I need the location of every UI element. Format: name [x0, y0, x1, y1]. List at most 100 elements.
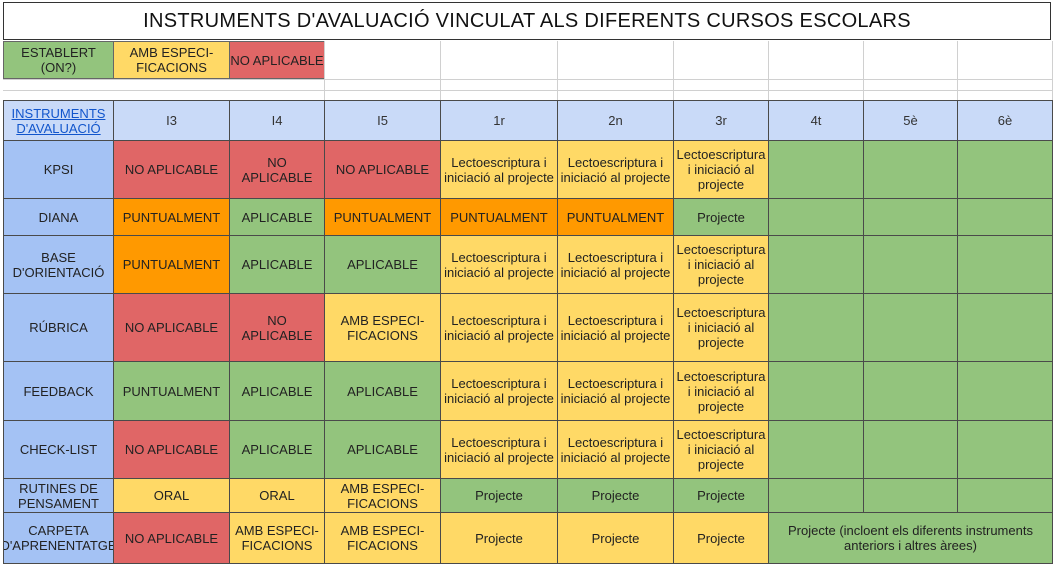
table-cell[interactable]: NO APLICABLE — [113, 140, 230, 199]
gridline — [440, 41, 441, 100]
table-cell[interactable]: PUNTUALMENT — [324, 198, 441, 236]
table-cell[interactable]: PUNTUALMENT — [113, 235, 230, 294]
table-cell[interactable]: Lectoescriptura i iniciació al projecte — [440, 420, 558, 479]
table-cell[interactable]: Projecte — [673, 478, 769, 513]
table-cell[interactable]: NO APLICABLE — [229, 140, 325, 199]
table-cell[interactable]: APLICABLE — [229, 235, 325, 294]
table-cell[interactable] — [768, 478, 864, 513]
table-cell[interactable] — [768, 420, 864, 479]
corner-header[interactable]: INSTRUMENTS D'AVALUACIÓ — [3, 100, 114, 141]
table-cell[interactable]: APLICABLE — [324, 420, 441, 479]
table-cell[interactable]: Projecte (incloent els diferents instrum… — [768, 512, 1053, 564]
table-cell[interactable]: NO APLICABLE — [113, 512, 230, 564]
table-cell[interactable]: Lectoescriptura i iniciació al projecte — [440, 361, 558, 421]
legend-item[interactable]: AMB ESPECI-FICACIONS — [113, 41, 230, 79]
table-cell[interactable]: Lectoescriptura i iniciació al projecte — [673, 420, 769, 479]
table-cell[interactable]: Lectoescriptura i iniciació al projecte — [440, 140, 558, 199]
table-cell[interactable]: PUNTUALMENT — [440, 198, 558, 236]
table-cell[interactable]: NO APLICABLE — [229, 293, 325, 362]
table-cell[interactable] — [768, 293, 864, 362]
table-cell[interactable]: Projecte — [557, 512, 674, 564]
column-header[interactable]: 1r — [440, 100, 558, 141]
table-cell[interactable]: ORAL — [229, 478, 325, 513]
legend-item-label: ESTABLERT (ON?) — [21, 45, 96, 75]
table-cell[interactable] — [957, 420, 1053, 479]
table-cell-text: Lectoescriptura i iniciació al projecte — [676, 242, 766, 287]
table-cell-text: Lectoescriptura i iniciació al projecte — [676, 427, 766, 472]
row-header[interactable]: KPSI — [3, 140, 114, 199]
row-header[interactable]: DIANA — [3, 198, 114, 236]
table-cell[interactable]: Projecte — [673, 512, 769, 564]
table-cell[interactable] — [957, 235, 1053, 294]
table-cell[interactable]: APLICABLE — [324, 361, 441, 421]
legend-item[interactable]: NO APLICABLE — [229, 41, 325, 79]
table-cell[interactable]: APLICABLE — [229, 198, 325, 236]
table-cell[interactable]: Projecte — [440, 512, 558, 564]
column-header[interactable]: 5è — [863, 100, 958, 141]
table-cell[interactable]: Lectoescriptura i iniciació al projecte — [557, 420, 674, 479]
column-header[interactable]: I3 — [113, 100, 230, 141]
table-cell[interactable]: Lectoescriptura i iniciació al projecte — [557, 293, 674, 362]
table-cell[interactable]: PUNTUALMENT — [557, 198, 674, 236]
table-cell[interactable]: Projecte — [440, 478, 558, 513]
table-cell[interactable]: AMB ESPECI-FICACIONS — [324, 478, 441, 513]
column-header[interactable]: 3r — [673, 100, 769, 141]
legend-item[interactable]: ESTABLERT (ON?) — [3, 41, 114, 79]
column-header[interactable]: 4t — [768, 100, 864, 141]
table-cell[interactable]: APLICABLE — [229, 361, 325, 421]
table-cell[interactable] — [863, 420, 958, 479]
column-header[interactable]: 2n — [557, 100, 674, 141]
table-cell[interactable]: Projecte — [557, 478, 674, 513]
table-cell[interactable]: APLICABLE — [324, 235, 441, 294]
table-cell[interactable]: Lectoescriptura i iniciació al projecte — [673, 235, 769, 294]
table-cell[interactable]: AMB ESPECI-FICACIONS — [229, 512, 325, 564]
table-cell[interactable] — [863, 478, 958, 513]
table-cell[interactable]: Lectoescriptura i iniciació al projecte — [440, 235, 558, 294]
table-cell[interactable]: Lectoescriptura i iniciació al projecte — [673, 140, 769, 199]
row-header[interactable]: BASE D'ORIENTACIÓ — [3, 235, 114, 294]
table-cell[interactable] — [768, 140, 864, 199]
table-cell[interactable] — [768, 361, 864, 421]
table-cell[interactable] — [957, 140, 1053, 199]
table-cell-text: APLICABLE — [241, 209, 313, 225]
row-header[interactable]: CARPETA D'APRENENTATGE — [3, 512, 114, 564]
column-header[interactable]: 6è — [957, 100, 1053, 141]
table-cell[interactable] — [863, 235, 958, 294]
table-cell[interactable] — [768, 235, 864, 294]
row-header[interactable]: FEEDBACK — [3, 361, 114, 421]
table-cell[interactable]: Lectoescriptura i iniciació al projecte — [673, 293, 769, 362]
table-cell[interactable] — [957, 478, 1053, 513]
table-cell[interactable]: Lectoescriptura i iniciació al projecte — [673, 361, 769, 421]
table-cell[interactable]: Projecte — [673, 198, 769, 236]
table-cell[interactable] — [957, 198, 1053, 236]
table-cell[interactable]: ORAL — [113, 478, 230, 513]
table-cell[interactable] — [863, 361, 958, 421]
table-cell[interactable]: NO APLICABLE — [324, 140, 441, 199]
table-cell[interactable] — [957, 293, 1053, 362]
table-cell[interactable]: Lectoescriptura i iniciació al projecte — [557, 140, 674, 199]
table-cell[interactable]: NO APLICABLE — [113, 293, 230, 362]
table-cell[interactable] — [957, 361, 1053, 421]
table-cell-text: ORAL — [153, 488, 190, 503]
table-cell[interactable] — [863, 293, 958, 362]
row-header-text: KPSI — [43, 162, 74, 177]
table-cell[interactable]: Lectoescriptura i iniciació al projecte — [440, 293, 558, 362]
row-header[interactable]: RUTINES DE PENSAMENT — [3, 478, 114, 513]
table-cell[interactable]: NO APLICABLE — [113, 420, 230, 479]
table-cell-text: Projecte — [697, 209, 745, 225]
table-cell[interactable]: Lectoescriptura i iniciació al projecte — [557, 235, 674, 294]
row-header[interactable]: CHECK-LIST — [3, 420, 114, 479]
table-cell[interactable]: Lectoescriptura i iniciació al projecte — [557, 361, 674, 421]
table-cell[interactable] — [768, 198, 864, 236]
column-header[interactable]: I5 — [324, 100, 441, 141]
table-cell[interactable] — [863, 198, 958, 236]
table-cell[interactable]: AMB ESPECI-FICACIONS — [324, 293, 441, 362]
row-header[interactable]: RÚBRICA — [3, 293, 114, 362]
table-cell[interactable]: PUNTUALMENT — [113, 198, 230, 236]
table-cell[interactable]: PUNTUALMENT — [113, 361, 230, 421]
table-cell[interactable]: AMB ESPECI-FICACIONS — [324, 512, 441, 564]
column-header[interactable]: I4 — [229, 100, 325, 141]
table-cell[interactable] — [863, 140, 958, 199]
table-cell[interactable]: APLICABLE — [229, 420, 325, 479]
